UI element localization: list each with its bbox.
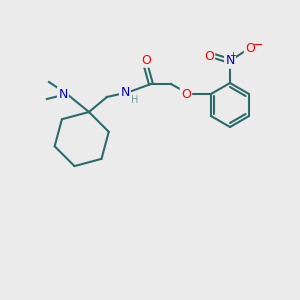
Text: H: H — [131, 95, 139, 105]
Text: O: O — [141, 53, 151, 67]
Text: N: N — [225, 55, 235, 68]
Text: N: N — [120, 85, 130, 98]
Text: O: O — [204, 50, 214, 62]
Text: N: N — [58, 88, 68, 100]
Text: −: − — [253, 38, 263, 52]
Text: +: + — [230, 50, 236, 59]
Text: O: O — [181, 88, 191, 100]
Text: O: O — [245, 43, 255, 56]
